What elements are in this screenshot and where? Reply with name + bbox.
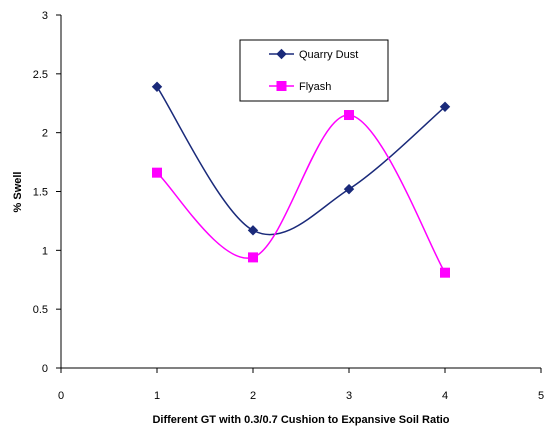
- series-line: [157, 115, 445, 273]
- y-tick-label: 1.5: [33, 187, 48, 199]
- y-tick-label: 0: [42, 363, 48, 375]
- x-tick-label: 2: [250, 390, 256, 402]
- y-tick-label: 0.5: [33, 304, 48, 316]
- series-line: [157, 87, 445, 235]
- data-point: [441, 268, 450, 277]
- data-point: [153, 168, 162, 177]
- x-tick-label: 1: [154, 390, 160, 402]
- data-point: [345, 111, 354, 120]
- data-point: [345, 185, 354, 194]
- x-tick-label: 4: [442, 390, 448, 402]
- legend-label: Flyash: [299, 81, 331, 93]
- data-point: [249, 226, 258, 235]
- y-tick-label: 1: [42, 245, 48, 257]
- y-tick-label: 3: [42, 10, 48, 22]
- data-point: [249, 253, 258, 262]
- y-tick-label: 2.5: [33, 69, 48, 81]
- x-axis-title: Different GT with 0.3/0.7 Cushion to Exp…: [152, 414, 449, 426]
- x-tick-label: 0: [58, 390, 64, 402]
- y-axis-title: % Swell: [12, 172, 24, 213]
- y-tick-label: 2: [42, 128, 48, 140]
- y-ticks: 0 0.5 1 1.5 2 2.5 3: [33, 10, 61, 375]
- legend-label: Quarry Dust: [299, 49, 358, 61]
- x-ticks: 0 1 2 3 4 5: [58, 368, 544, 402]
- x-tick-label: 3: [346, 390, 352, 402]
- series-flyash: [153, 111, 450, 278]
- legend: Quarry Dust Flyash: [240, 40, 388, 101]
- x-tick-label: 5: [538, 390, 544, 402]
- series-quarry-dust: [153, 82, 450, 235]
- data-point: [153, 82, 162, 91]
- legend-swatch-marker: [277, 82, 286, 91]
- series-layer: [153, 82, 450, 277]
